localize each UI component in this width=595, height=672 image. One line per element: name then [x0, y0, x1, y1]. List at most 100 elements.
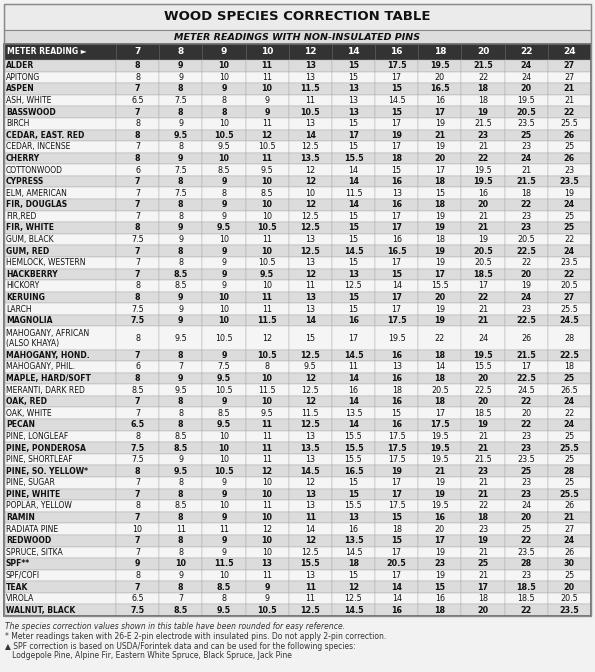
Text: 13: 13 [349, 96, 359, 105]
Text: 9.5: 9.5 [304, 362, 317, 372]
Bar [505, 222, 548, 234]
Bar [202, 535, 246, 546]
Text: 13: 13 [348, 108, 359, 117]
Text: 8: 8 [178, 536, 184, 545]
Bar [418, 245, 462, 257]
Bar [202, 245, 246, 257]
Bar [246, 176, 289, 187]
Bar [289, 442, 332, 454]
Text: 18.5: 18.5 [474, 409, 492, 418]
Bar [548, 222, 591, 234]
Text: 22: 22 [564, 269, 575, 279]
Text: 22: 22 [477, 293, 488, 302]
Bar [202, 176, 246, 187]
Text: 9.5: 9.5 [174, 386, 187, 394]
Text: 8.5: 8.5 [174, 605, 188, 615]
Bar [505, 454, 548, 466]
Text: 16: 16 [435, 594, 445, 603]
Text: 8: 8 [178, 478, 183, 487]
Text: 26.5: 26.5 [560, 386, 578, 394]
Text: 13: 13 [305, 490, 316, 499]
Bar [462, 593, 505, 604]
Text: 19.5: 19.5 [473, 351, 493, 360]
Text: BASSWOOD: BASSWOOD [6, 108, 56, 117]
Bar [418, 431, 462, 442]
Text: 7: 7 [135, 200, 140, 209]
Bar [462, 489, 505, 500]
Bar [548, 407, 591, 419]
Bar [159, 546, 202, 558]
Text: 8: 8 [178, 85, 184, 93]
Text: MERANTI, DARK RED: MERANTI, DARK RED [6, 386, 85, 394]
Text: 9: 9 [178, 304, 183, 314]
Bar [332, 257, 375, 269]
Text: 12.5: 12.5 [345, 282, 362, 290]
Text: 13: 13 [305, 119, 315, 128]
Text: 9: 9 [221, 513, 227, 522]
Bar [375, 72, 418, 83]
Bar [246, 419, 289, 431]
Bar [332, 118, 375, 130]
Text: OAK, RED: OAK, RED [6, 397, 47, 406]
Text: SPF/COFI: SPF/COFI [6, 571, 40, 580]
Text: ALDER: ALDER [6, 61, 35, 71]
Bar [505, 361, 548, 373]
Text: 8: 8 [178, 48, 184, 56]
Text: 19: 19 [478, 108, 488, 117]
Text: 13.5: 13.5 [300, 154, 320, 163]
Bar [462, 349, 505, 361]
Text: 12: 12 [305, 397, 316, 406]
Bar [332, 535, 375, 546]
Bar [246, 118, 289, 130]
Bar [289, 280, 332, 292]
Text: 14.5: 14.5 [344, 247, 364, 255]
Text: 25: 25 [521, 467, 532, 476]
Bar [116, 199, 159, 210]
Bar [116, 280, 159, 292]
Bar [332, 95, 375, 106]
Text: 9: 9 [221, 478, 227, 487]
Bar [418, 60, 462, 72]
Bar [462, 187, 505, 199]
Bar [375, 210, 418, 222]
Text: 16: 16 [348, 316, 359, 325]
Bar [116, 60, 159, 72]
Bar [289, 199, 332, 210]
Bar [202, 153, 246, 164]
Text: 25: 25 [564, 455, 575, 464]
Text: PINE, SO. YELLOW*: PINE, SO. YELLOW* [6, 467, 88, 476]
Text: 19.5: 19.5 [431, 455, 449, 464]
Text: 8.5: 8.5 [174, 501, 187, 511]
Bar [505, 72, 548, 83]
Text: 24: 24 [563, 48, 576, 56]
Bar [462, 164, 505, 176]
Text: 11: 11 [262, 61, 273, 71]
Bar [246, 153, 289, 164]
Text: 14.5: 14.5 [344, 605, 364, 615]
Bar [375, 419, 418, 431]
Bar [505, 60, 548, 72]
Text: 21: 21 [434, 467, 446, 476]
Text: 15.5: 15.5 [345, 432, 362, 441]
Text: 7: 7 [135, 247, 140, 255]
Bar [246, 581, 289, 593]
Bar [246, 280, 289, 292]
Text: 19.5: 19.5 [431, 501, 449, 511]
Bar [4, 384, 116, 396]
Bar [159, 604, 202, 616]
Text: 17: 17 [349, 333, 359, 343]
Text: 11: 11 [305, 513, 316, 522]
Bar [418, 292, 462, 303]
Text: POPLAR, YELLOW: POPLAR, YELLOW [6, 501, 72, 511]
Text: 8: 8 [221, 594, 227, 603]
Text: CEDAR, INCENSE: CEDAR, INCENSE [6, 142, 70, 151]
Bar [462, 118, 505, 130]
Text: 15.5: 15.5 [474, 362, 492, 372]
Text: 26: 26 [564, 154, 575, 163]
Text: (ALSO KHAYA): (ALSO KHAYA) [6, 339, 59, 347]
Bar [202, 604, 246, 616]
Text: 28: 28 [521, 559, 532, 569]
Bar [505, 466, 548, 477]
Text: 23.5: 23.5 [560, 258, 578, 267]
Bar [332, 349, 375, 361]
